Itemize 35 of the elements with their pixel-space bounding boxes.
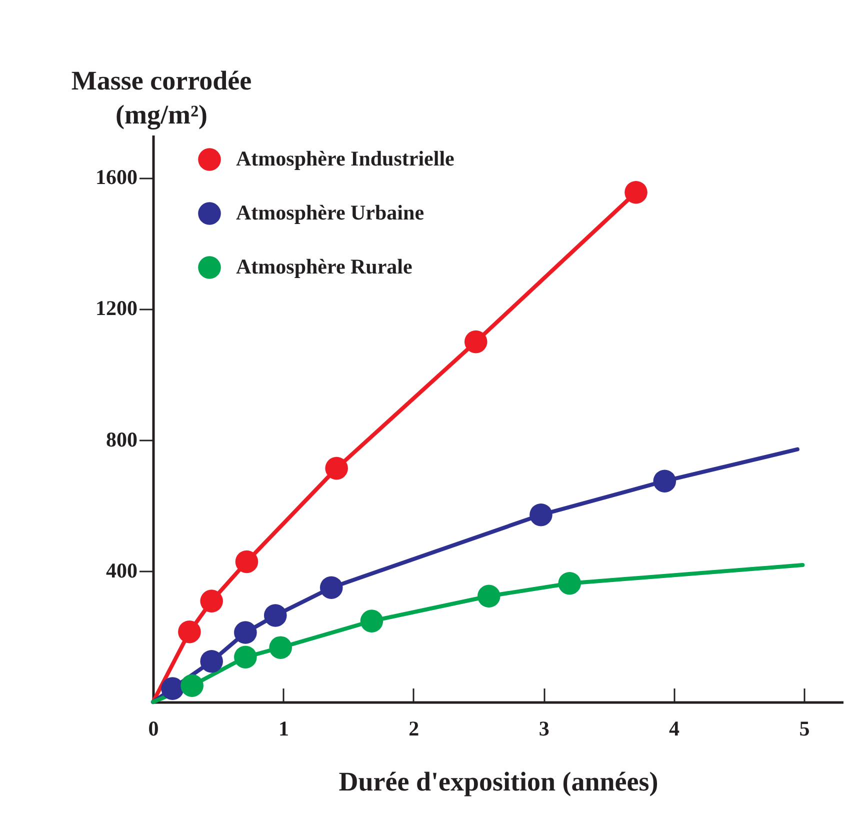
point [234,646,257,668]
point [624,180,648,204]
point [264,604,287,627]
point [269,636,292,659]
legend-label: Atmosphère Industrielle [236,146,454,170]
point [161,677,184,700]
point [477,584,500,608]
x-tick-label: 4 [669,716,680,740]
point [200,590,223,612]
x-tick-label: 1 [278,716,289,740]
point [178,620,201,644]
y-tick-label: 800 [106,427,138,452]
x-tick-label: 5 [799,716,810,740]
point [200,650,223,673]
point [530,503,552,526]
point [234,621,257,644]
point [320,576,343,599]
point [558,572,582,595]
x-tick-label: 3 [538,716,550,740]
y-tick-label: 1600 [96,165,138,190]
point [180,674,204,697]
point [464,330,488,354]
point [325,456,348,480]
legend-label: Atmosphère Urbaine [236,200,424,224]
y-axis-title: Masse corrodée (mg/m²) [71,66,252,130]
x-tick-label: 0 [148,716,159,740]
y-tick-label: 400 [106,558,138,582]
legend-label: Atmosphère Rurale [236,254,412,278]
point [360,610,384,632]
y-tick-label: 1200 [96,296,138,320]
line-series [151,563,805,704]
point [235,550,258,574]
x-axis-title: Durée d'exposition (années) [338,766,658,796]
point [653,470,676,492]
x-tick-label: 2 [408,716,420,740]
